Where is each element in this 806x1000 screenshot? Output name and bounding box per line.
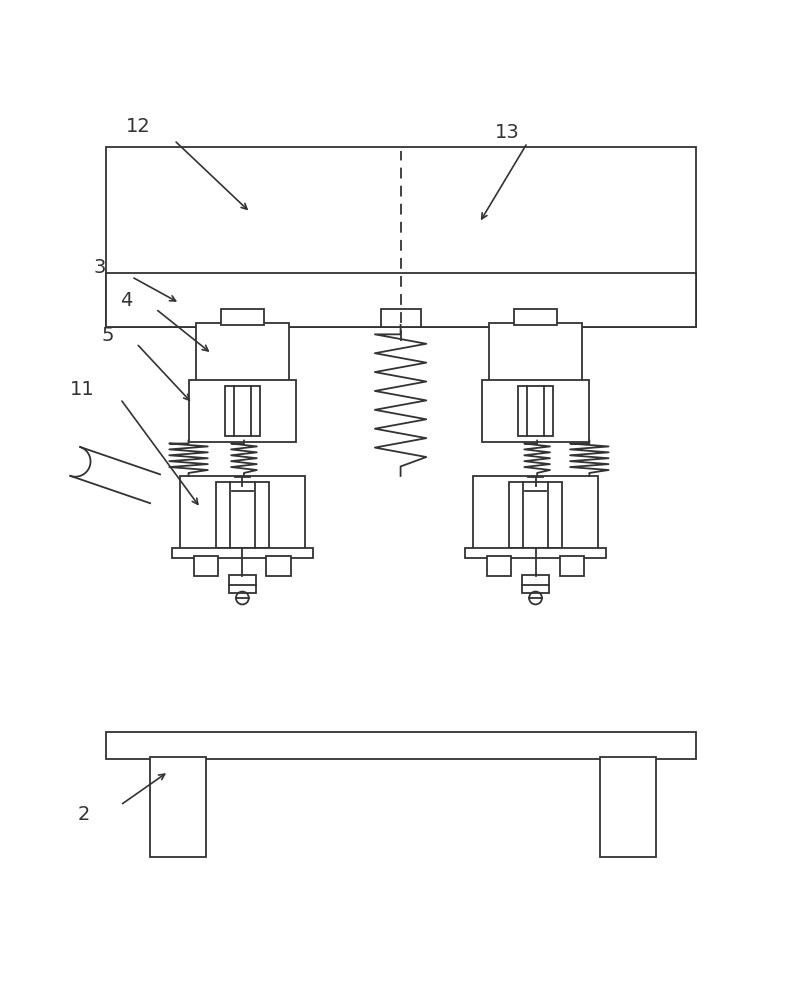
Bar [106,273,696,327]
Text: 11: 11 [69,380,94,399]
Bar [221,309,264,325]
Bar [488,556,512,576]
Text: 13: 13 [496,123,520,142]
Bar [106,147,696,327]
Bar [525,486,546,498]
Text: 3: 3 [93,258,106,277]
Bar [232,486,253,498]
Bar [600,757,656,857]
Bar [489,323,582,384]
Bar [189,380,296,442]
Bar [106,732,696,759]
Bar [194,556,218,576]
Bar [521,575,549,593]
Bar [482,380,589,442]
Bar [267,556,290,576]
Bar [473,476,598,556]
Text: 5: 5 [102,326,114,345]
Bar [216,482,269,548]
Bar [229,575,256,593]
Bar [509,482,562,548]
Bar [514,309,557,325]
Text: 4: 4 [120,291,133,310]
Bar [225,386,260,436]
Bar [150,757,206,857]
Text: 2: 2 [77,805,90,824]
Bar [559,556,584,576]
Text: 12: 12 [126,117,151,136]
Bar [518,386,553,436]
Bar [180,476,305,556]
Bar [465,548,606,558]
Bar [172,548,313,558]
Bar [196,323,289,384]
Bar [380,309,421,327]
